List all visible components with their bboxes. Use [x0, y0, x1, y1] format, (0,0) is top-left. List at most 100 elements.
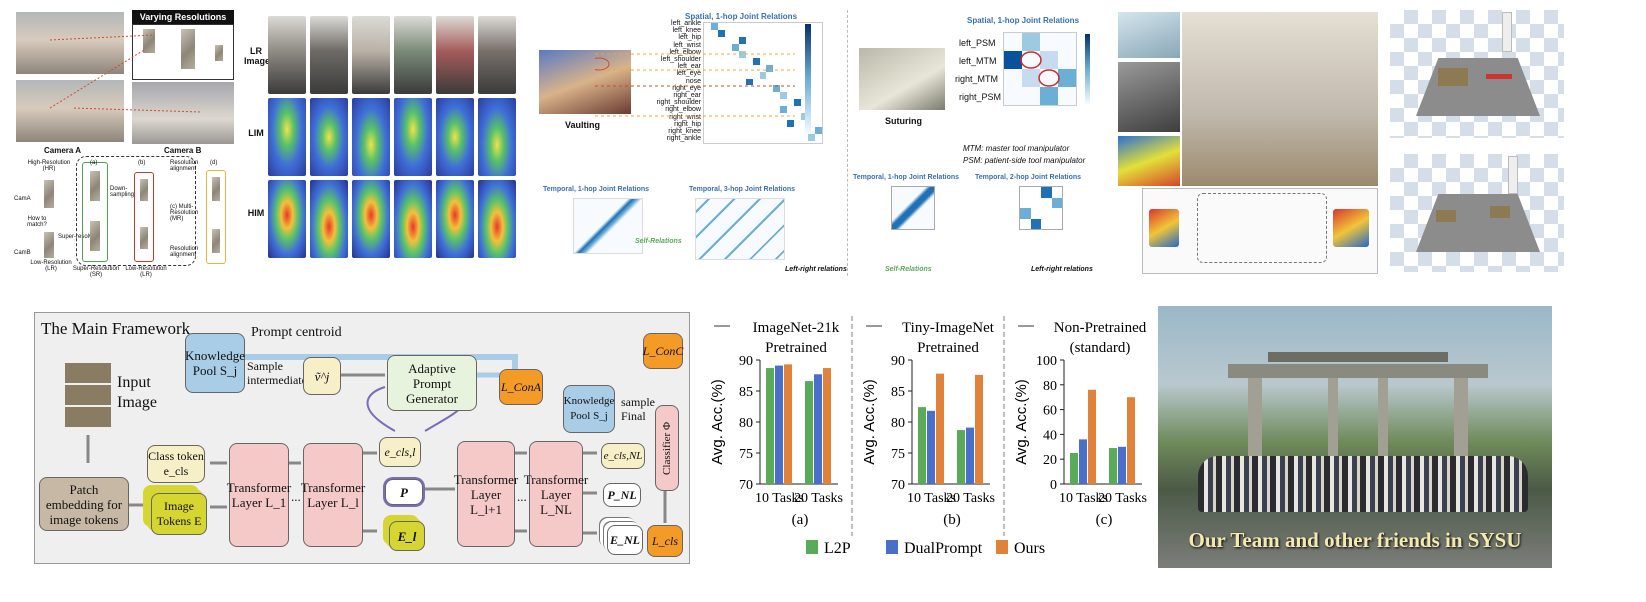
l-cona-box: L_ConA	[499, 369, 543, 405]
class-token-label: Class token e_cls	[148, 449, 204, 478]
joint-label: nose	[685, 77, 701, 85]
y-tick-label: 75	[739, 447, 753, 462]
colorbar-2	[1085, 34, 1090, 104]
camera-a-photo-bottom	[16, 80, 124, 142]
camera-b-photo	[132, 82, 234, 144]
x-tick-label: 10 Tasks	[907, 491, 956, 506]
row-label-him: HIM	[247, 208, 265, 218]
transformer-layer-l1: Transformer Layer L_l+1	[454, 441, 518, 547]
suturing-photo	[859, 48, 945, 110]
sr-label: Super-Resolution (SR)	[72, 266, 120, 278]
e-nl-label: E_NL	[610, 532, 640, 547]
y-tick-label: 20	[1043, 453, 1057, 468]
team-photo: Our Team and other friends in SYSU	[1158, 306, 1552, 568]
lim-heatmap-cell	[436, 98, 474, 176]
matrix-cell	[773, 85, 781, 93]
p-label: P	[400, 484, 408, 500]
him-heatmap-cell	[352, 180, 390, 258]
temporal-1hop-title: Temporal, 1-hop Joint Relations	[543, 186, 650, 193]
knowledge-pool-label: Knowledge Pool S_j	[185, 348, 245, 378]
joint-label: left_shoulder	[660, 56, 701, 64]
dots-2: ...	[517, 489, 527, 504]
joint-label: right_ear	[673, 92, 701, 100]
class-token-box: Class token e_cls	[147, 445, 205, 483]
panel-label: (b)	[943, 512, 961, 528]
l-conc-box: L_ConC	[643, 333, 683, 369]
reid-panel: Camera A Varying Resolutions Camera B Hi…	[14, 10, 254, 278]
psm-note: PSM: patient-side tool manipulator	[963, 156, 1086, 165]
y-axis-label: Avg. Acc.(%)	[709, 379, 726, 465]
x-tick-label: 20 Tasks	[794, 491, 843, 506]
matrix-cell	[759, 71, 767, 79]
bar-ours	[975, 374, 983, 484]
framework-title: The Main Framework	[41, 319, 191, 338]
joint-label: left_ear	[677, 63, 701, 71]
him-heatmap-cell	[268, 180, 306, 258]
lim-heatmap-cell	[478, 98, 516, 176]
him-heatmap-cell	[436, 180, 474, 258]
joint-label: right_ankle	[666, 135, 701, 143]
matrix-cell	[745, 78, 753, 86]
e-cls-nl-label: e_cls,NL	[603, 449, 643, 462]
sr-box	[82, 162, 108, 262]
joint-label: right_eye	[672, 84, 701, 92]
patch-embedding-label: Patch embedding for image tokens	[45, 481, 123, 527]
y-tick-label: 70	[891, 478, 905, 493]
chart-title-line: Tiny-ImageNet	[902, 320, 995, 336]
joint-label: right_hip	[674, 120, 701, 128]
y-tick-label: 80	[891, 416, 905, 431]
legend-swatch-l2p	[806, 540, 818, 554]
y-tick-label: 85	[891, 385, 905, 400]
matrix-cell	[738, 50, 746, 58]
cam-a-short: CamA	[14, 196, 31, 202]
transformer-layer-1-label: Transformer Layer L_1	[226, 480, 292, 510]
spatial-title-2: Spatial, 1-hop Joint Relations	[967, 16, 1080, 25]
x-tick-label: 10 Tasks	[755, 491, 804, 506]
p-nl-label: P_NL	[607, 487, 637, 502]
v-tilde-label: ṽ^j	[314, 368, 330, 384]
matrix-cell	[731, 43, 739, 51]
robot-small-image-1	[1118, 12, 1180, 58]
bar-dualprompt	[1118, 446, 1126, 484]
self-relations-label: Self-Relations	[635, 238, 682, 245]
camera-a-label: Camera A	[44, 146, 82, 155]
v-tilde-box: ṽ^j	[303, 357, 341, 395]
lim-heatmap-cell	[394, 98, 432, 176]
e-cls-nl-box: e_cls,NL	[601, 443, 645, 469]
temporal-matrix-b2	[1019, 186, 1063, 230]
label-d: (d)	[210, 160, 218, 166]
joint-label: left_wrist	[673, 41, 701, 49]
lr-image-cell	[268, 16, 306, 94]
bar-ours	[936, 373, 944, 484]
bar-l2p	[1070, 453, 1078, 484]
classifier-label: Classifier Φ	[660, 421, 673, 475]
input-image-label: Input Image	[117, 374, 157, 411]
knowledge-pool-box: Knowledge Pool S_j	[185, 333, 245, 393]
y-tick-label: 90	[739, 354, 753, 369]
lim-heatmap-cell	[310, 98, 348, 176]
transformer-layer-l: Transformer Layer L_l	[300, 443, 366, 547]
team-caption: Our Team and other friends in SYSU	[1188, 528, 1522, 552]
transformer-layer-l-label: Transformer Layer L_l	[300, 480, 366, 510]
joint-label: left_elbow	[669, 48, 701, 56]
matrix-cell	[780, 92, 788, 100]
matrix-cell	[787, 120, 795, 128]
resolution-alignment-bottom: Resolution alignment	[170, 246, 199, 258]
matrix-cell	[766, 64, 774, 72]
input-image-grid	[65, 361, 111, 427]
robot-small-image-2	[1118, 62, 1180, 132]
joint-label: left_knee	[672, 27, 701, 35]
lr-label-b: Low-Resolution (LR)	[125, 266, 167, 278]
tool-label-0: left_PSM	[959, 38, 996, 48]
y-tick-label: 100	[1036, 354, 1057, 369]
simulation-image-bottom	[1390, 154, 1564, 272]
label-a: (a)	[90, 160, 98, 166]
crowd	[1198, 456, 1528, 512]
temporal-matrix-b1	[891, 186, 935, 230]
e-nl-box: E_NL	[607, 525, 643, 555]
lim-heatmap-cell	[268, 98, 306, 176]
knowledge-pool-label-2: Knowledge Pool S_j	[563, 395, 615, 422]
legend-label: Ours	[1014, 540, 1045, 557]
y-tick-label: 60	[1043, 404, 1057, 419]
him-heatmap-cell	[394, 180, 432, 258]
